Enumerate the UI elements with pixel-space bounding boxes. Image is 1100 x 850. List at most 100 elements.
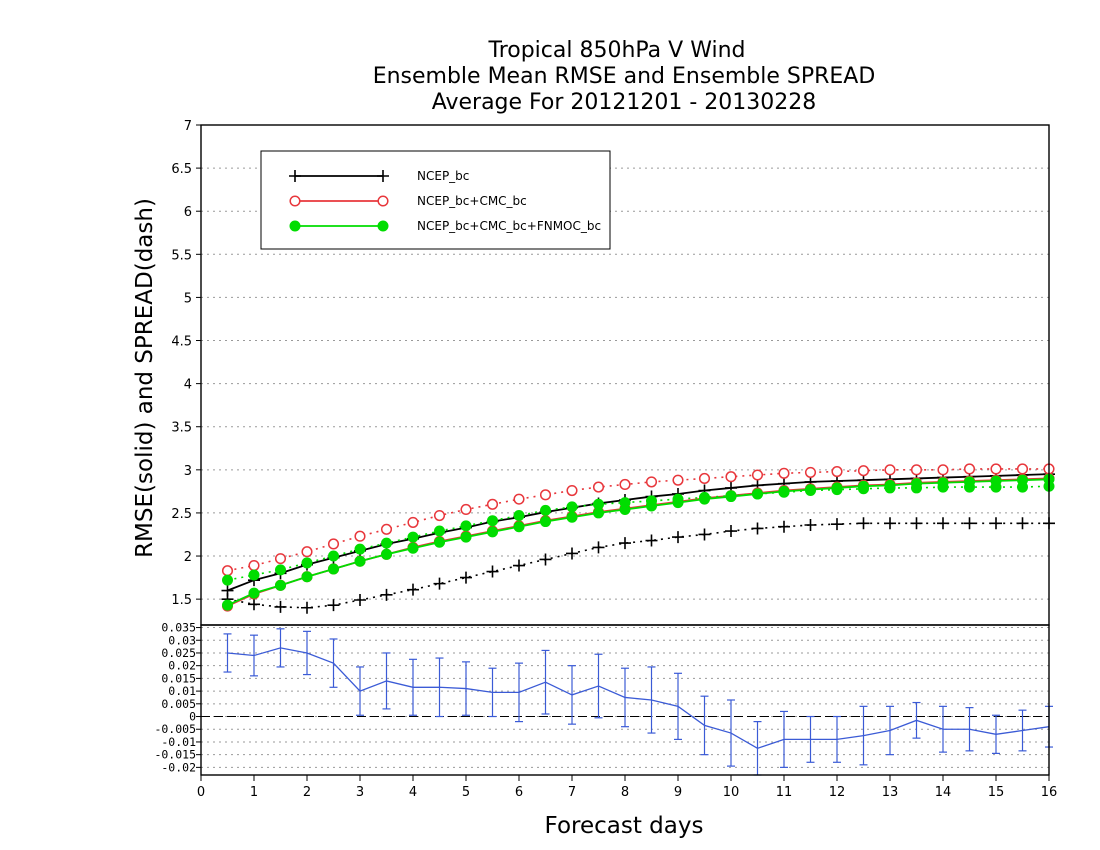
lower-y-tick-label: 0.035	[161, 621, 196, 635]
upper-series	[221, 463, 1055, 614]
rmse-point	[884, 479, 896, 491]
upper-y-tick-label: 2	[184, 550, 192, 565]
upper-y-tick-label: 4.5	[171, 335, 192, 350]
spread-point	[831, 518, 843, 531]
spread-point	[539, 553, 552, 566]
upper-y-tick-label: 5	[184, 291, 192, 306]
lower-y-tick-label: 0.025	[161, 646, 196, 660]
series-1	[221, 463, 1055, 612]
upper-y-tick-label: 4	[184, 378, 192, 393]
chart-title: Tropical 850hPa V Wind Ensemble Mean RMS…	[373, 38, 876, 115]
legend-entry-2: NCEP_bc+CMC_bc+FNMOC_bc	[289, 219, 601, 233]
upper-y-tick-label: 6	[184, 205, 192, 220]
upper-y-tick-label: 7	[184, 119, 192, 134]
spread-point	[910, 517, 923, 530]
legend-entry-0: NCEP_bc	[289, 169, 469, 183]
spread-point	[301, 601, 313, 614]
spread-point	[566, 484, 578, 497]
spread-point	[698, 528, 711, 541]
spread-point	[672, 474, 684, 486]
x-tick-label: 9	[674, 785, 682, 800]
rmse-point	[725, 491, 737, 503]
spread-point	[460, 571, 472, 584]
lower-y-tick-label: 0.02	[168, 659, 196, 673]
legend-label: NCEP_bc+CMC_bc+FNMOC_bc	[417, 219, 601, 233]
spread-point	[274, 553, 287, 565]
x-tick-label: 14	[935, 785, 952, 800]
spread-point	[434, 525, 445, 537]
y-axis-label: RMSE(solid) and SPREAD(dash)	[132, 198, 158, 558]
spread-point	[248, 559, 260, 572]
series-0	[221, 468, 1055, 614]
spread-point	[619, 478, 631, 491]
x-tick-label: 15	[988, 785, 1005, 800]
x-tick-label: 10	[723, 785, 740, 800]
rmse-point	[593, 507, 604, 519]
spread-point	[645, 534, 658, 547]
rmse-point	[221, 584, 234, 597]
rmse-point	[646, 500, 657, 512]
spread-point	[857, 517, 870, 530]
legend-box	[260, 150, 611, 250]
spread-point	[354, 530, 366, 542]
rmse-point	[460, 531, 472, 543]
rmse-point	[937, 477, 949, 489]
rmse-point	[513, 521, 525, 533]
spread-point	[222, 574, 233, 586]
spread-line	[227, 522, 1049, 609]
spread-line	[227, 485, 1050, 581]
spread-point	[248, 569, 260, 581]
spread-point	[592, 541, 605, 554]
upper-y-tick-label: 2.5	[171, 507, 192, 522]
spread-point	[327, 538, 340, 550]
spread-point	[778, 467, 790, 479]
spread-point	[990, 463, 1002, 475]
lower-series	[223, 628, 1053, 776]
spread-point	[301, 546, 313, 558]
rmse-point	[752, 488, 763, 500]
upper-y-tick-label: 3.5	[171, 421, 192, 436]
rmse-point	[990, 475, 1002, 487]
legend-label: NCEP_bc+CMC_bc	[417, 194, 527, 208]
legend-marker-left	[289, 170, 301, 182]
x-tick-label: 12	[829, 785, 846, 800]
spread-point	[804, 519, 817, 531]
diff-series-0	[223, 628, 1053, 776]
x-tick-label: 6	[515, 785, 523, 800]
spread-point	[751, 522, 764, 535]
chart-title-line-2: Ensemble Mean RMSE and Ensemble SPREAD	[373, 64, 876, 89]
spread-point	[566, 501, 578, 513]
spread-point	[831, 466, 843, 478]
legend-marker-right	[377, 170, 389, 182]
lower-y-tick-label: -0.01	[161, 735, 196, 749]
spread-point	[354, 543, 366, 555]
rmse-point	[778, 485, 790, 497]
spread-point	[327, 599, 340, 612]
spread-point	[698, 472, 711, 484]
spread-point	[725, 525, 737, 538]
legend-marker-left	[289, 195, 301, 207]
rmse-line	[227, 473, 1050, 592]
rmse-point	[301, 571, 313, 583]
rmse-point	[487, 526, 498, 538]
spread-point	[963, 463, 976, 475]
axes: 1.522.533.544.555.566.57-0.02-0.015-0.01…	[154, 119, 1057, 800]
x-axis-label: Forecast days	[545, 813, 704, 839]
lower-y-tick-label: -0.015	[154, 748, 196, 762]
chart-title-line-3: Average For 20121201 - 20130228	[432, 90, 817, 115]
lower-y-tick-label: 0	[189, 710, 196, 724]
spread-point	[884, 517, 896, 530]
spread-line	[227, 468, 1049, 572]
rmse-point	[354, 555, 366, 567]
spread-point	[513, 510, 525, 522]
upper-y-tick-label: 1.5	[171, 593, 192, 608]
legend-label: NCEP_bc	[417, 169, 469, 183]
rmse-point	[964, 476, 975, 488]
spread-point	[460, 503, 472, 516]
spread-point	[221, 565, 234, 577]
spread-point	[275, 564, 286, 576]
spread-point	[407, 516, 419, 528]
spread-point	[486, 498, 499, 510]
rmse-point	[275, 579, 286, 591]
